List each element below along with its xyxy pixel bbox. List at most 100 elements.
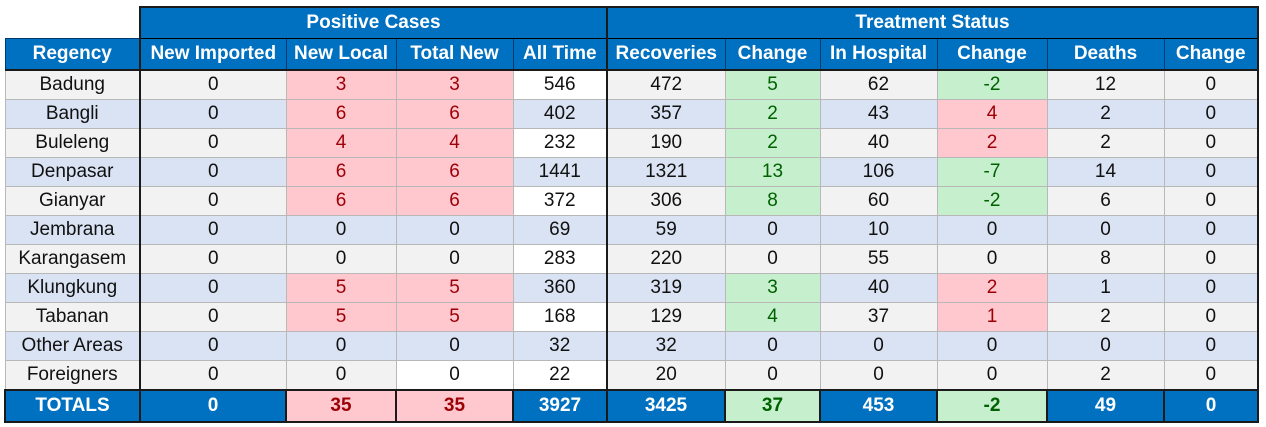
cell-in-hospital-change[interactable]: 1 xyxy=(936,302,1048,332)
cell-in-hospital[interactable]: 37 xyxy=(819,302,938,332)
cell-recoveries[interactable]: 220 xyxy=(606,244,726,274)
cell-all-time[interactable]: 1441 xyxy=(512,157,608,187)
cell-new-imported[interactable]: 0 xyxy=(139,186,287,216)
cell-new-local[interactable]: 5 xyxy=(285,302,397,332)
cell-deaths[interactable]: 2 xyxy=(1046,302,1165,332)
cell-in-hospital-change[interactable]: 2 xyxy=(936,273,1048,303)
cell-deaths-change[interactable]: 0 xyxy=(1163,69,1259,100)
cell-regency[interactable]: Buleleng xyxy=(4,128,141,158)
cell-new-imported[interactable]: 0 xyxy=(139,69,287,100)
cell-in-hospital-change[interactable]: 2 xyxy=(936,128,1048,158)
cell-deaths[interactable]: 14 xyxy=(1046,157,1165,187)
column-header-in-hospital-change[interactable]: Change xyxy=(936,38,1048,71)
cell-new-imported[interactable]: 0 xyxy=(139,215,287,245)
column-header-deaths-change[interactable]: Change xyxy=(1163,38,1259,71)
cell-total-new[interactable]: 3 xyxy=(395,69,514,100)
cell-recoveries-change[interactable]: 0 xyxy=(724,215,821,245)
column-header-recoveries[interactable]: Recoveries xyxy=(606,38,726,71)
cell-recoveries-change[interactable]: 0 xyxy=(724,360,821,391)
cell-deaths[interactable]: 1 xyxy=(1046,273,1165,303)
cell-total-new[interactable]: 6 xyxy=(395,157,514,187)
cell-total-new[interactable]: 0 xyxy=(395,215,514,245)
cell-total-new[interactable]: 0 xyxy=(395,331,514,361)
cell-in-hospital[interactable]: 60 xyxy=(819,186,938,216)
cell-in-hospital[interactable]: 62 xyxy=(819,69,938,100)
cell-recoveries-change[interactable]: 13 xyxy=(724,157,821,187)
total-recoveries-change[interactable]: 37 xyxy=(724,389,821,423)
cell-new-local[interactable]: 6 xyxy=(285,186,397,216)
cell-deaths[interactable]: 2 xyxy=(1046,360,1165,391)
total-recoveries[interactable]: 3425 xyxy=(606,389,726,423)
cell-new-imported[interactable]: 0 xyxy=(139,273,287,303)
cell-all-time[interactable]: 372 xyxy=(512,186,608,216)
cell-recoveries-change[interactable]: 2 xyxy=(724,128,821,158)
cell-deaths-change[interactable]: 0 xyxy=(1163,99,1259,129)
total-new-imported[interactable]: 0 xyxy=(139,389,287,423)
column-header-new-imported[interactable]: New Imported xyxy=(139,38,287,71)
cell-recoveries[interactable]: 59 xyxy=(606,215,726,245)
cell-new-local[interactable]: 4 xyxy=(285,128,397,158)
cell-recoveries-change[interactable]: 3 xyxy=(724,273,821,303)
cell-in-hospital[interactable]: 10 xyxy=(819,215,938,245)
cell-recoveries[interactable]: 306 xyxy=(606,186,726,216)
cell-new-local[interactable]: 6 xyxy=(285,157,397,187)
cell-new-imported[interactable]: 0 xyxy=(139,302,287,332)
cell-total-new[interactable]: 5 xyxy=(395,302,514,332)
cell-recoveries-change[interactable]: 0 xyxy=(724,331,821,361)
cell-all-time[interactable]: 283 xyxy=(512,244,608,274)
cell-recoveries[interactable]: 190 xyxy=(606,128,726,158)
cell-new-imported[interactable]: 0 xyxy=(139,244,287,274)
cell-in-hospital-change[interactable]: -2 xyxy=(936,69,1048,100)
cell-new-imported[interactable]: 0 xyxy=(139,157,287,187)
cell-all-time[interactable]: 32 xyxy=(512,331,608,361)
cell-total-new[interactable]: 6 xyxy=(395,186,514,216)
cell-new-imported[interactable]: 0 xyxy=(139,331,287,361)
cell-total-new[interactable]: 0 xyxy=(395,360,514,391)
group-header-blank[interactable] xyxy=(5,7,141,39)
cell-recoveries-change[interactable]: 4 xyxy=(724,302,821,332)
column-header-deaths[interactable]: Deaths xyxy=(1046,38,1165,71)
cell-all-time[interactable]: 546 xyxy=(512,69,608,100)
cell-new-local[interactable]: 0 xyxy=(285,244,397,274)
total-deaths[interactable]: 49 xyxy=(1046,389,1165,423)
cell-deaths-change[interactable]: 0 xyxy=(1163,128,1259,158)
cell-deaths-change[interactable]: 0 xyxy=(1163,360,1259,391)
group-positive-cases[interactable]: Positive Cases xyxy=(139,6,608,39)
cell-regency[interactable]: Foreigners xyxy=(4,360,141,391)
group-treatment-status[interactable]: Treatment Status xyxy=(606,6,1259,39)
total-total-new[interactable]: 35 xyxy=(395,389,514,423)
total-regency[interactable]: TOTALS xyxy=(4,389,141,423)
cell-deaths-change[interactable]: 0 xyxy=(1163,186,1259,216)
cell-deaths-change[interactable]: 0 xyxy=(1163,157,1259,187)
cell-in-hospital-change[interactable]: 0 xyxy=(936,360,1048,391)
cell-in-hospital[interactable]: 40 xyxy=(819,128,938,158)
cell-in-hospital[interactable]: 0 xyxy=(819,360,938,391)
cell-in-hospital[interactable]: 55 xyxy=(819,244,938,274)
cell-regency[interactable]: Denpasar xyxy=(4,157,141,187)
cell-regency[interactable]: Gianyar xyxy=(4,186,141,216)
cell-in-hospital[interactable]: 0 xyxy=(819,331,938,361)
cell-all-time[interactable]: 402 xyxy=(512,99,608,129)
total-deaths-change[interactable]: 0 xyxy=(1163,389,1259,423)
cell-in-hospital-change[interactable]: 4 xyxy=(936,99,1048,129)
cell-deaths[interactable]: 0 xyxy=(1046,331,1165,361)
cell-recoveries-change[interactable]: 8 xyxy=(724,186,821,216)
cell-recoveries[interactable]: 319 xyxy=(606,273,726,303)
cell-in-hospital-change[interactable]: -2 xyxy=(936,186,1048,216)
cell-new-local[interactable]: 0 xyxy=(285,360,397,391)
cell-in-hospital-change[interactable]: 0 xyxy=(936,215,1048,245)
cell-total-new[interactable]: 0 xyxy=(395,244,514,274)
column-header-regency[interactable]: Regency xyxy=(4,38,141,71)
cell-deaths-change[interactable]: 0 xyxy=(1163,331,1259,361)
cell-regency[interactable]: Bangli xyxy=(4,99,141,129)
cell-recoveries[interactable]: 1321 xyxy=(606,157,726,187)
cell-deaths-change[interactable]: 0 xyxy=(1163,215,1259,245)
cell-new-local[interactable]: 0 xyxy=(285,215,397,245)
cell-new-local[interactable]: 5 xyxy=(285,273,397,303)
column-header-in-hospital[interactable]: In Hospital xyxy=(819,38,938,71)
cell-recoveries-change[interactable]: 5 xyxy=(724,69,821,100)
total-new-local[interactable]: 35 xyxy=(285,389,397,423)
cell-in-hospital[interactable]: 40 xyxy=(819,273,938,303)
cell-all-time[interactable]: 360 xyxy=(512,273,608,303)
cell-total-new[interactable]: 5 xyxy=(395,273,514,303)
